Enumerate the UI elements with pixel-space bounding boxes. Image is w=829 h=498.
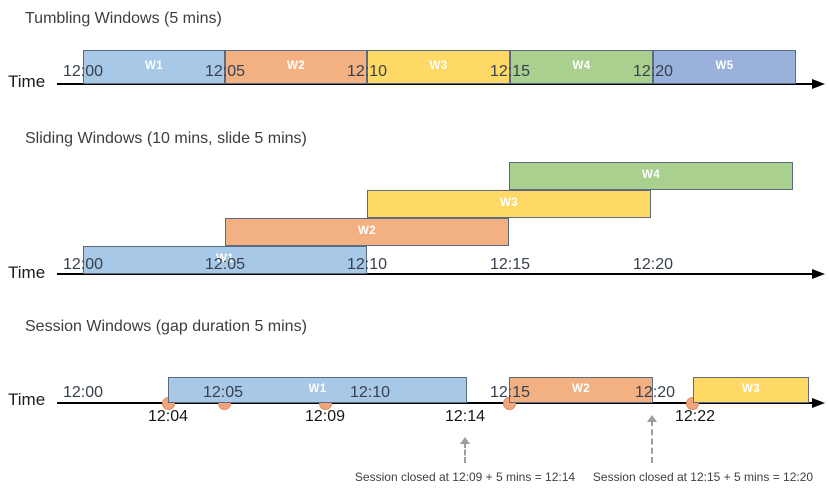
tumbling-tick-label: 12:15 <box>489 63 531 80</box>
sliding-time-axis <box>57 273 812 275</box>
tumbling-window-w5: W5 <box>653 50 796 84</box>
session-window-w1: W1 <box>168 377 467 403</box>
sliding-window-w4: W4 <box>509 162 793 190</box>
tumbling-window-label: W1 <box>144 60 164 73</box>
tumbling-tick-label: 12:20 <box>632 63 674 80</box>
sliding-tick-label: 12:10 <box>346 256 388 273</box>
session-tick-label: 12:05 <box>202 384 244 401</box>
sliding-tick-label: 12:00 <box>62 256 104 273</box>
tumbling-window-w2: W2 <box>225 50 367 84</box>
sliding-axis-arrowhead-icon <box>812 268 825 279</box>
tumbling-time-axis <box>57 83 812 85</box>
sliding-window-label: W3 <box>499 197 519 210</box>
tumbling-window-label: W4 <box>572 60 591 73</box>
session-dashed-arrow-line <box>651 420 653 463</box>
session-event-time-label: 12:04 <box>147 408 189 425</box>
session-annotation: Session closed at 12:15 + 5 mins = 12:20 <box>592 470 814 484</box>
sliding-time-axis-label: Time <box>8 263 46 282</box>
tumbling-section-title: Tumbling Windows (5 mins) <box>25 10 222 27</box>
session-time-axis-label: Time <box>8 390 46 409</box>
session-window-label: W3 <box>741 383 761 396</box>
tumbling-window-w1: W1 <box>83 50 225 84</box>
sliding-tick-label: 12:05 <box>204 256 246 273</box>
tumbling-axis-arrowhead-icon <box>812 78 825 89</box>
session-axis-arrowhead-icon <box>812 397 825 408</box>
session-tick-label: 12:10 <box>349 384 391 401</box>
tumbling-window-w3: W3 <box>367 50 510 84</box>
session-event-time-label: 12:14 <box>444 408 486 425</box>
sliding-window-w1: W1 <box>83 246 367 274</box>
session-window-label: W2 <box>571 383 591 396</box>
tumbling-time-axis-label: Time <box>8 72 46 91</box>
sliding-section-title: Sliding Windows (10 mins, slide 5 mins) <box>25 130 307 147</box>
session-window-label: W1 <box>308 383 327 396</box>
sliding-window-label: W1 <box>215 253 235 266</box>
tumbling-window-w4: W4 <box>510 50 653 84</box>
session-event-time-label: 12:22 <box>674 408 716 425</box>
session-annotation: Session closed at 12:09 + 5 mins = 12:14 <box>354 470 576 484</box>
session-dashed-arrow-up-icon <box>647 415 657 422</box>
tumbling-tick-label: 12:00 <box>62 63 104 80</box>
tumbling-window-label: W5 <box>715 60 734 73</box>
session-window-w3: W3 <box>693 377 809 403</box>
session-dashed-arrow-up-icon <box>460 437 470 444</box>
session-time-axis <box>57 402 812 404</box>
sliding-window-label: W2 <box>357 225 377 238</box>
sliding-window-label: W4 <box>641 169 661 182</box>
sliding-tick-label: 12:20 <box>632 256 674 273</box>
session-section-title: Session Windows (gap duration 5 mins) <box>25 318 307 335</box>
sliding-window-w3: W3 <box>367 190 651 218</box>
sliding-window-w2: W2 <box>225 218 509 246</box>
sliding-tick-label: 12:15 <box>489 256 531 273</box>
tumbling-window-label: W2 <box>286 60 306 73</box>
tumbling-tick-label: 12:10 <box>346 63 388 80</box>
session-tick-label: 12:00 <box>62 384 104 401</box>
tumbling-tick-label: 12:05 <box>204 63 246 80</box>
tumbling-window-label: W3 <box>429 60 448 73</box>
session-tick-label: 12:20 <box>634 384 676 401</box>
session-window-w2: W2 <box>509 377 653 403</box>
session-dashed-arrow-line <box>464 442 466 463</box>
session-tick-label: 12:15 <box>489 384 531 401</box>
session-event-time-label: 12:09 <box>304 408 346 425</box>
